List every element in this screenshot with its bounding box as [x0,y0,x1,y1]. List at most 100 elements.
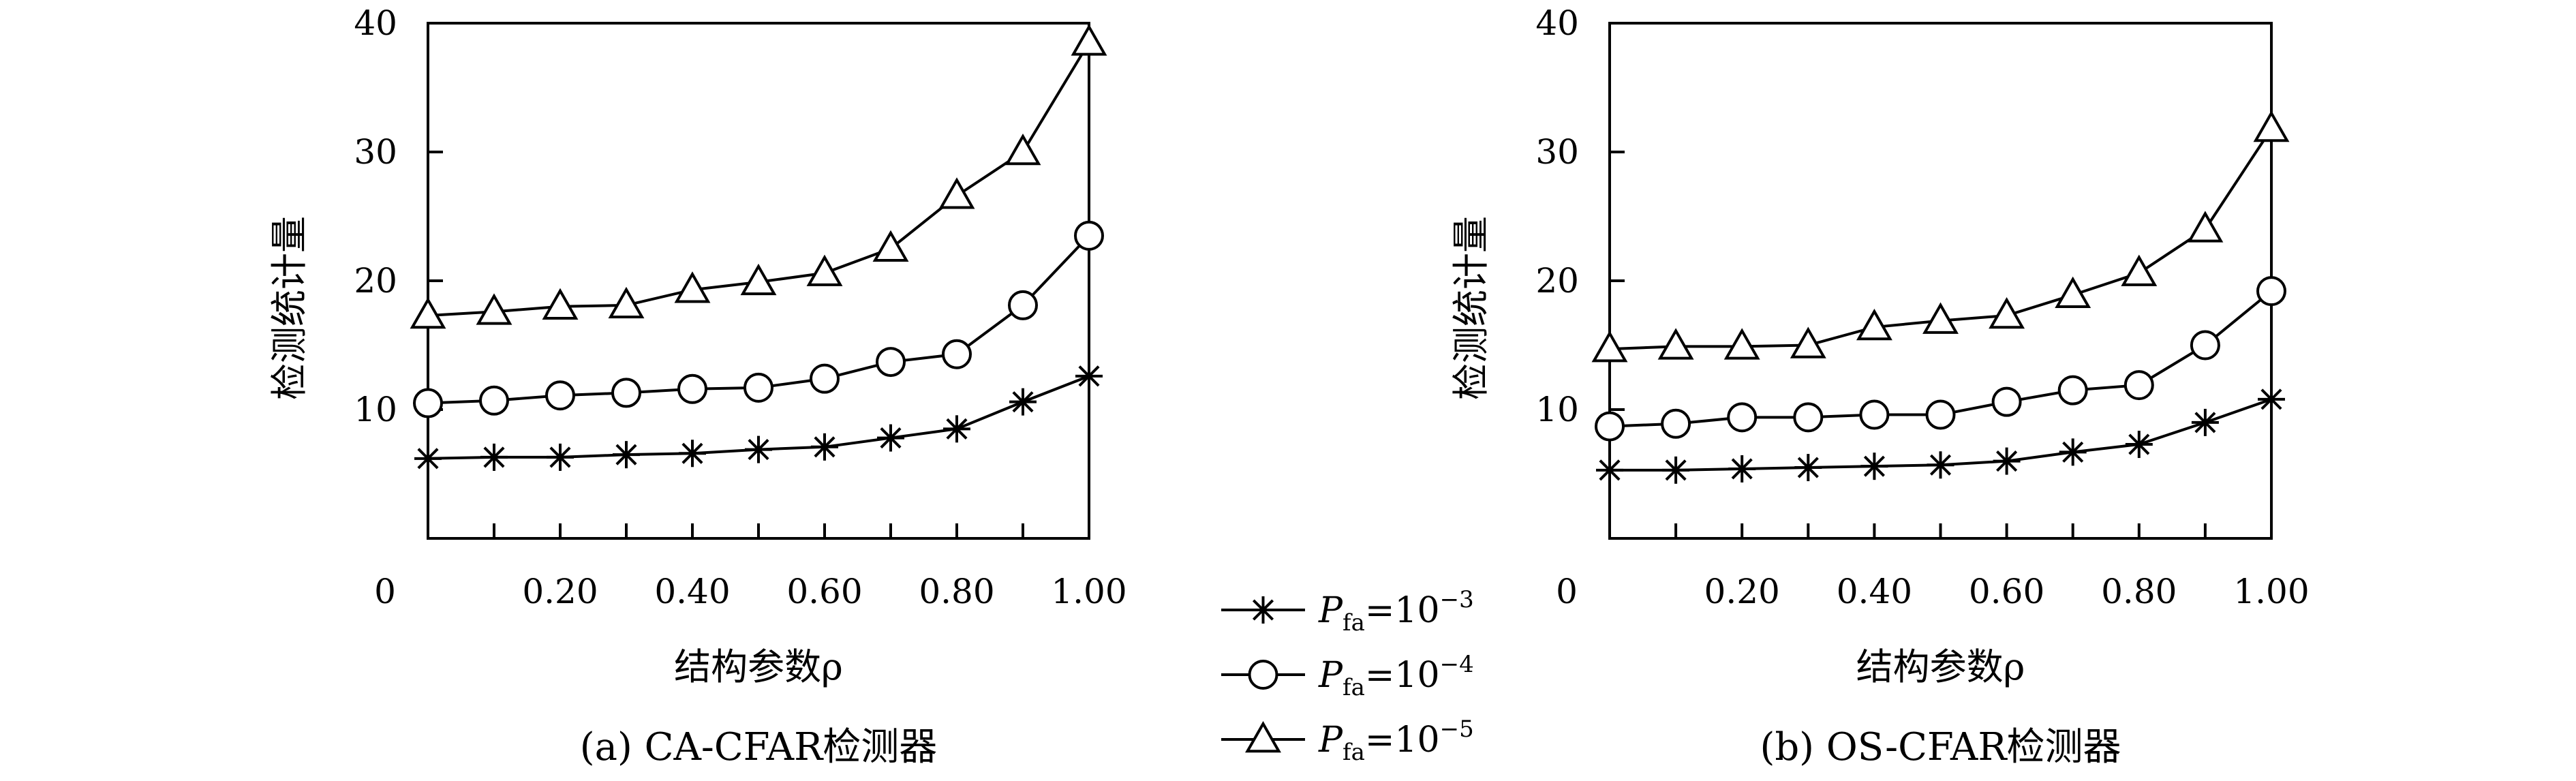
data-point-circle [2123,370,2154,401]
panel-b-os-cfar: 10 20 30 40 0 0.20 0.40 0.60 0.80 1.00 结构参数ρ 检测统计量 (… [1450,3,2310,769]
data-point-circle [1008,290,1038,320]
data-point-triangle [410,296,446,329]
data-point-triangle [2121,254,2158,286]
data-point-star [745,435,772,463]
data-point-triangle [872,230,909,262]
data-point-star [679,440,706,468]
data-point-triangle [1071,24,1107,56]
data-point-circle [1727,402,1758,433]
series-triangle [1591,110,2290,363]
legend-equals: =10 [1365,720,1440,761]
data-point-circle [2190,330,2220,361]
data-point-circle [611,378,641,408]
data-point-star [943,415,970,443]
x-tick-label: 0 [374,572,396,611]
data-point-star [2125,431,2153,459]
x-tick-label: 0.20 [522,572,598,611]
data-point-star [480,443,508,471]
panel-caption: (b) OS-CFAR检测器 [1760,725,2121,769]
legend-entry: Pfa=10−3 [1221,586,1474,637]
data-point-triangle [1922,302,1959,334]
legend-superscript: −4 [1440,651,1474,678]
x-tick-label: 0.80 [2101,572,2177,611]
data-point-triangle [608,286,645,319]
data-point-triangle [674,271,711,303]
x-tick-label: 0.20 [1704,572,1780,611]
legend-p: P [1318,590,1343,631]
legend-superscript: −5 [1440,716,1474,743]
panel-a-ca-cfar: 10 20 30 40 0 0.20 0.40 0.60 0.80 1.00 结构参数ρ 检测统计量 (… [268,3,1127,769]
y-tick-label: 30 [1535,132,1579,172]
data-point-triangle [740,263,777,296]
legend-equals: =10 [1365,655,1440,696]
data-point-star [877,424,904,452]
data-point-star [1993,447,2021,475]
series-star [1596,385,2285,484]
data-point-triangle [1591,331,1628,363]
data-point-triangle [1657,328,1694,360]
data-point-triangle [1790,326,1826,358]
series-circle [1595,276,2286,442]
y-axis-label: 检测统计量 [268,216,311,400]
x-tick-label: 0.80 [919,572,994,611]
legend-p: P [1318,655,1343,696]
data-point-circle [942,339,972,369]
data-point-circle [1859,399,1890,430]
y-tick-label: 20 [354,261,397,301]
legend-entry: Pfa=10−4 [1221,651,1474,701]
y-tick-label: 10 [354,390,397,429]
legend-subscript: fa [1343,674,1365,701]
legend-label: Pfa=10−3 [1318,586,1474,637]
legend-marker-triangle [1245,720,1281,753]
data-point-star [414,444,442,472]
legend-label: Pfa=10−4 [1318,651,1474,701]
legend-p: P [1318,720,1343,761]
x-tick-label: 0 [1556,572,1578,611]
data-point-star [547,443,574,471]
data-point-triangle [938,177,975,209]
legend-equals: =10 [1365,590,1440,631]
data-point-star [1009,388,1037,416]
series-circle [413,220,1104,418]
data-point-triangle [1856,309,1892,341]
data-point-circle [1595,411,1625,442]
y-tick-label: 40 [1535,3,1579,43]
panel-caption: (a) CA-CFAR检测器 [580,725,938,769]
data-point-star [1860,453,1888,480]
x-tick-label: 0.60 [786,572,862,611]
y-tick-label: 20 [1535,261,1579,301]
data-point-circle [1661,408,1691,439]
x-tick-label: 1.00 [1051,572,1126,611]
x-axis-label: 结构参数ρ [674,645,843,688]
legend-marker-star [1249,596,1277,624]
data-point-circle [810,363,840,394]
data-point-triangle [1723,328,1760,360]
legend-entry: Pfa=10−5 [1221,716,1474,766]
y-tick-label: 30 [354,132,397,172]
data-point-star [2191,408,2219,436]
data-point-circle [876,347,906,378]
legend-marker-circle [1248,660,1278,690]
legend-superscript: −3 [1440,586,1474,613]
data-point-circle [1074,220,1104,251]
data-point-triangle [2187,211,2224,243]
data-point-triangle [1989,296,2025,329]
data-point-circle [743,372,773,403]
series-triangle [410,24,1107,329]
data-point-star [1728,455,1756,483]
data-point-circle [413,388,443,418]
x-axis-label: 结构参数ρ [1856,645,2025,688]
data-point-triangle [806,254,843,286]
data-point-circle [545,380,575,411]
y-axis-label: 检测统计量 [1450,216,1492,400]
y-tick-label: 40 [354,3,397,43]
series-star [414,362,1103,472]
data-point-star [613,441,640,469]
data-point-triangle [2055,276,2091,309]
data-point-triangle [1005,133,1041,166]
data-point-circle [1925,399,1956,430]
data-point-circle [2256,276,2286,307]
data-point-star [2059,438,2087,466]
data-point-triangle [476,293,512,325]
